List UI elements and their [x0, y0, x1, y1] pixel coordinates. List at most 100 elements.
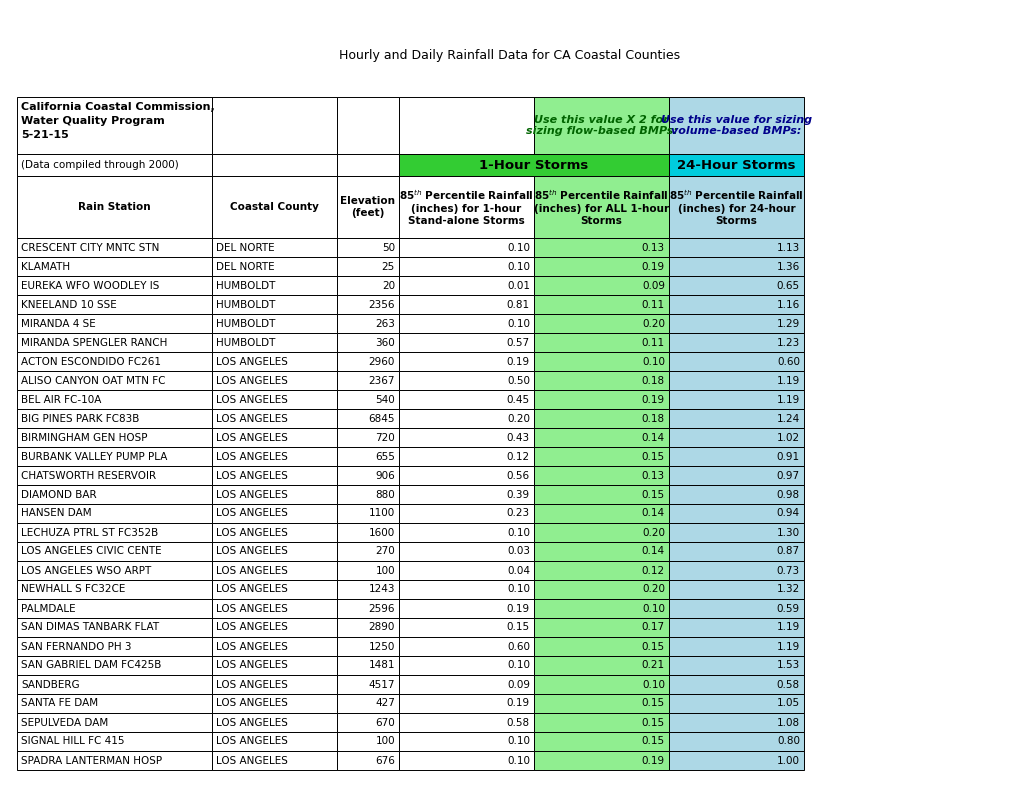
Bar [212, 333, 336, 352]
Text: 1.32: 1.32 [776, 585, 799, 594]
Text: LOS ANGELES: LOS ANGELES [216, 566, 287, 575]
Bar [534, 333, 668, 352]
Bar [17, 713, 212, 732]
Text: 0.10: 0.10 [506, 585, 530, 594]
Text: 0.87: 0.87 [776, 547, 799, 556]
Bar [17, 675, 212, 694]
Bar [17, 257, 212, 276]
Bar [668, 504, 803, 523]
Bar [336, 485, 398, 504]
Text: 2890: 2890 [368, 623, 394, 633]
Text: LOS ANGELES: LOS ANGELES [216, 641, 287, 652]
Text: NEWHALL S FC32CE: NEWHALL S FC32CE [21, 585, 125, 594]
Bar [534, 618, 668, 637]
Text: LOS ANGELES: LOS ANGELES [216, 527, 287, 537]
Bar [212, 97, 336, 154]
Bar [212, 428, 336, 447]
Bar [668, 599, 803, 618]
Bar [398, 390, 534, 409]
Bar [17, 732, 212, 751]
Text: 85$^{th}$ Percentile Rainfall
(inches) for 1-hour
Stand-alone Storms: 85$^{th}$ Percentile Rainfall (inches) f… [398, 188, 533, 225]
Text: SANDBERG: SANDBERG [21, 679, 79, 690]
Bar [398, 295, 534, 314]
Bar [534, 428, 668, 447]
Text: SPADRA LANTERMAN HOSP: SPADRA LANTERMAN HOSP [21, 756, 162, 765]
Text: 1481: 1481 [368, 660, 394, 671]
Bar [17, 238, 212, 257]
Bar [398, 97, 534, 154]
Text: LOS ANGELES: LOS ANGELES [216, 585, 287, 594]
Bar [668, 675, 803, 694]
Bar [398, 580, 534, 599]
Bar [336, 732, 398, 751]
Bar [398, 561, 534, 580]
Bar [668, 371, 803, 390]
Text: 906: 906 [375, 470, 394, 481]
Bar [534, 675, 668, 694]
Text: 2356: 2356 [368, 299, 394, 310]
Text: California Coastal Commission,: California Coastal Commission, [21, 102, 215, 112]
Text: 0.19: 0.19 [506, 604, 530, 614]
Bar [17, 371, 212, 390]
Text: 0.13: 0.13 [641, 243, 664, 252]
Bar [398, 694, 534, 713]
Bar [534, 409, 668, 428]
Bar [398, 154, 668, 176]
Text: 0.12: 0.12 [641, 566, 664, 575]
Bar [398, 333, 534, 352]
Text: 0.01: 0.01 [506, 281, 530, 291]
Text: 85$^{th}$ Percentile Rainfall
(inches) for 24-hour
Storms: 85$^{th}$ Percentile Rainfall (inches) f… [668, 188, 803, 225]
Bar [17, 314, 212, 333]
Bar [398, 675, 534, 694]
Bar [534, 97, 668, 154]
Text: 0.19: 0.19 [506, 698, 530, 708]
Text: SIGNAL HILL FC 415: SIGNAL HILL FC 415 [21, 737, 124, 746]
Bar [398, 314, 534, 333]
Text: Use this value for sizing
volume-based BMPs:: Use this value for sizing volume-based B… [660, 115, 811, 136]
Text: 6845: 6845 [368, 414, 394, 423]
Text: MIRANDA 4 SE: MIRANDA 4 SE [21, 318, 96, 329]
Bar [212, 409, 336, 428]
Text: 0.11: 0.11 [641, 337, 664, 348]
Bar [17, 694, 212, 713]
Bar [212, 176, 336, 238]
Bar [668, 694, 803, 713]
Text: 0.20: 0.20 [641, 585, 664, 594]
Text: LOS ANGELES: LOS ANGELES [216, 356, 287, 366]
Bar [212, 352, 336, 371]
Text: ALISO CANYON OAT MTN FC: ALISO CANYON OAT MTN FC [21, 376, 165, 385]
Text: SAN FERNANDO PH 3: SAN FERNANDO PH 3 [21, 641, 131, 652]
Bar [668, 333, 803, 352]
Text: LOS ANGELES: LOS ANGELES [216, 470, 287, 481]
Text: 270: 270 [375, 547, 394, 556]
Text: SEPULVEDA DAM: SEPULVEDA DAM [21, 718, 108, 727]
Text: 0.73: 0.73 [776, 566, 799, 575]
Bar [212, 751, 336, 770]
Bar [398, 276, 534, 295]
Text: LOS ANGELES: LOS ANGELES [216, 756, 287, 765]
Bar [336, 176, 398, 238]
Bar [212, 371, 336, 390]
Bar [534, 176, 668, 238]
Bar [398, 618, 534, 637]
Bar [668, 542, 803, 561]
Bar [398, 447, 534, 466]
Bar [668, 580, 803, 599]
Bar [212, 523, 336, 542]
Text: Elevation
(feet): Elevation (feet) [340, 196, 395, 217]
Bar [668, 523, 803, 542]
Text: 0.09: 0.09 [506, 679, 530, 690]
Bar [534, 656, 668, 675]
Bar [17, 466, 212, 485]
Bar [668, 238, 803, 257]
Text: 1.19: 1.19 [776, 395, 799, 404]
Bar [336, 447, 398, 466]
Bar [212, 314, 336, 333]
Bar [336, 352, 398, 371]
Text: 5-21-15: 5-21-15 [21, 130, 68, 140]
Bar [668, 97, 803, 154]
Bar [17, 599, 212, 618]
Bar [668, 352, 803, 371]
Bar [398, 176, 534, 238]
Bar [668, 618, 803, 637]
